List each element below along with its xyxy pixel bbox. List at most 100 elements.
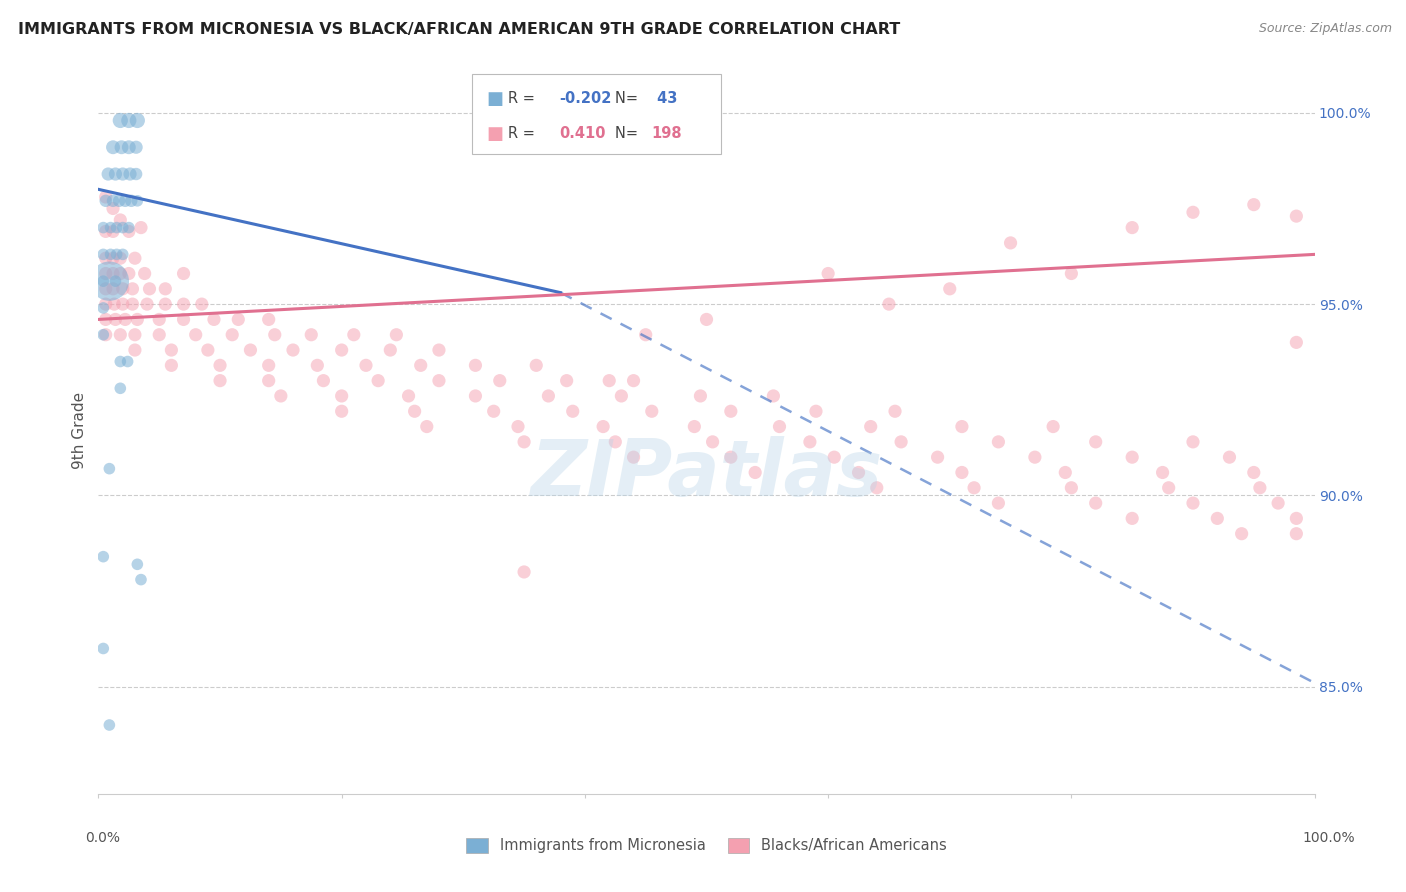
Point bbox=[148, 327, 170, 342]
Point bbox=[513, 434, 536, 449]
Point bbox=[696, 312, 718, 326]
Point bbox=[592, 419, 614, 434]
Point bbox=[111, 220, 134, 235]
Point bbox=[101, 251, 124, 265]
Point bbox=[404, 404, 426, 418]
Point bbox=[1121, 220, 1143, 235]
Point bbox=[104, 167, 127, 181]
Point bbox=[307, 359, 329, 373]
Point bbox=[101, 202, 124, 216]
Point bbox=[427, 343, 450, 357]
Point bbox=[744, 466, 766, 480]
Point bbox=[555, 374, 578, 388]
Point bbox=[209, 374, 232, 388]
Point bbox=[1084, 434, 1107, 449]
Point bbox=[488, 374, 510, 388]
Point bbox=[91, 327, 114, 342]
Point bbox=[1285, 526, 1308, 541]
Point bbox=[1218, 450, 1240, 465]
Point bbox=[312, 374, 335, 388]
Point bbox=[330, 389, 353, 403]
Point bbox=[173, 297, 195, 311]
Point bbox=[101, 282, 124, 296]
Point bbox=[1152, 466, 1174, 480]
Point bbox=[118, 224, 141, 238]
Point bbox=[98, 718, 121, 732]
Point bbox=[98, 461, 121, 475]
Point bbox=[118, 113, 141, 128]
Point bbox=[1230, 526, 1253, 541]
Point bbox=[160, 359, 183, 373]
Point bbox=[110, 267, 132, 281]
Point bbox=[890, 434, 912, 449]
Point bbox=[191, 297, 214, 311]
Point bbox=[91, 274, 114, 288]
Point bbox=[101, 224, 124, 238]
Point bbox=[118, 220, 141, 235]
Text: N=: N= bbox=[616, 91, 643, 106]
Point bbox=[105, 220, 128, 235]
Point bbox=[762, 389, 785, 403]
Point bbox=[127, 194, 149, 208]
Point bbox=[173, 267, 195, 281]
Point bbox=[702, 434, 724, 449]
Point bbox=[1060, 481, 1083, 495]
Point bbox=[94, 282, 117, 296]
Point bbox=[720, 450, 742, 465]
Point bbox=[950, 419, 973, 434]
Point bbox=[354, 359, 377, 373]
Point bbox=[98, 274, 121, 288]
Point bbox=[121, 297, 143, 311]
Point bbox=[136, 297, 159, 311]
Point bbox=[641, 404, 664, 418]
Point bbox=[1249, 481, 1271, 495]
Point bbox=[110, 113, 132, 128]
Point bbox=[110, 213, 132, 227]
Point bbox=[1243, 466, 1265, 480]
Point bbox=[270, 389, 292, 403]
Point bbox=[111, 247, 134, 261]
Point bbox=[409, 359, 432, 373]
Point bbox=[416, 419, 439, 434]
Point bbox=[1285, 209, 1308, 223]
Point bbox=[1084, 496, 1107, 510]
Point bbox=[768, 419, 790, 434]
Point bbox=[197, 343, 219, 357]
Point bbox=[877, 297, 900, 311]
Point bbox=[209, 359, 232, 373]
Point bbox=[110, 354, 132, 368]
Point bbox=[1267, 496, 1289, 510]
Point bbox=[125, 167, 148, 181]
Point bbox=[398, 389, 420, 403]
Point bbox=[127, 113, 149, 128]
Point bbox=[118, 140, 141, 154]
Point bbox=[623, 374, 645, 388]
Point bbox=[239, 343, 262, 357]
Point bbox=[561, 404, 583, 418]
Point bbox=[343, 327, 366, 342]
Point bbox=[108, 194, 131, 208]
Point bbox=[1285, 335, 1308, 350]
Point bbox=[1024, 450, 1046, 465]
Point bbox=[823, 450, 845, 465]
Point bbox=[963, 481, 986, 495]
Point bbox=[683, 419, 706, 434]
Point bbox=[464, 359, 486, 373]
Point bbox=[367, 374, 389, 388]
Point bbox=[987, 496, 1010, 510]
Point bbox=[1121, 511, 1143, 525]
Point bbox=[184, 327, 207, 342]
Point bbox=[1157, 481, 1180, 495]
Point bbox=[129, 573, 152, 587]
Point bbox=[330, 404, 353, 418]
Point bbox=[148, 312, 170, 326]
Text: IMMIGRANTS FROM MICRONESIA VS BLACK/AFRICAN AMERICAN 9TH GRADE CORRELATION CHART: IMMIGRANTS FROM MICRONESIA VS BLACK/AFRI… bbox=[18, 22, 900, 37]
Point bbox=[124, 343, 146, 357]
Point bbox=[482, 404, 505, 418]
Point bbox=[110, 140, 132, 154]
Point bbox=[202, 312, 225, 326]
Point bbox=[689, 389, 711, 403]
Point bbox=[94, 224, 117, 238]
Point bbox=[124, 251, 146, 265]
Point bbox=[598, 374, 620, 388]
